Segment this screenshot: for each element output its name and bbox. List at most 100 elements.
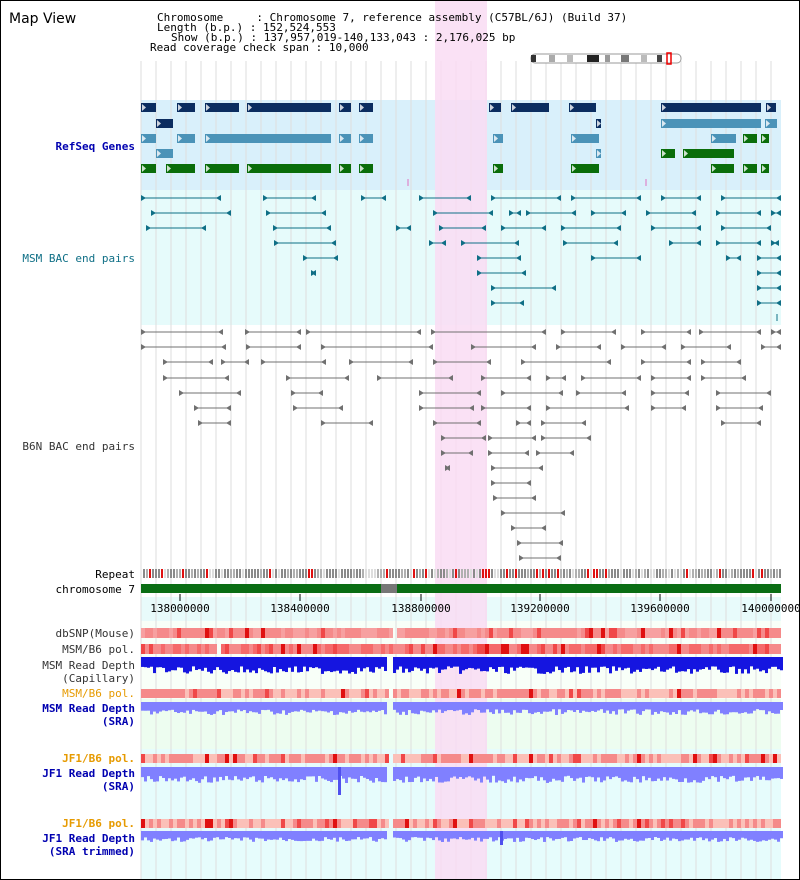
msm-depth-sra-bar [501, 702, 504, 710]
repeat-element [452, 569, 454, 578]
msm-depth-sra-bar [264, 702, 267, 711]
track-label-jf1-depth-sra[interactable]: JF1 Read Depth (SRA) [42, 767, 135, 793]
jf1-depth-sra-bar [456, 767, 459, 779]
dbsnp-cell [561, 628, 565, 638]
repeat-element [437, 569, 439, 578]
msm-depth-sra-bar [423, 702, 426, 712]
msm-bac-pair-end [591, 255, 596, 261]
msm-depth-sra-bar [213, 702, 216, 714]
jf1-pol-cell [493, 754, 497, 763]
b6n-bac-pair-end [163, 359, 168, 365]
msm-depth-sra-bar [372, 702, 375, 711]
dbsnp-cell [165, 628, 169, 638]
msm-depth-sra-bar [261, 702, 264, 710]
jf1-depth-sra-bar [267, 767, 270, 779]
msm-depth-sra-bar [348, 702, 351, 711]
jf1-depth-trim-bar [282, 831, 285, 841]
track-label-b6n-bac[interactable]: B6N BAC end pairs [22, 440, 135, 453]
jf1-depth-trim-bar [612, 831, 615, 839]
repeat-element [149, 569, 151, 578]
msm-depth-sra-bar [768, 702, 771, 712]
jf1-depth-sra-bar [444, 767, 447, 782]
msm-depth-cap-bar [579, 657, 582, 674]
track-label-msm-b6-pol-1[interactable]: MSM/B6 pol. [62, 643, 135, 656]
msm-pol-cell [161, 644, 165, 654]
jf1-pol-trim-cell [233, 819, 237, 828]
b6n-bac-pair-end [321, 359, 326, 365]
msm-bac-pair-end [433, 210, 438, 216]
track-label-msm-b6-pol-2[interactable]: MSM/B6 pol. [62, 687, 135, 700]
msm-depth-cap-bar [423, 657, 426, 669]
msm-bac-pair-end [333, 255, 338, 261]
repeat-element [281, 569, 283, 578]
msm-depth-sra-bar [765, 702, 768, 715]
msm-pol-sra-cell [453, 689, 457, 698]
msm-depth-cap-bar [291, 657, 294, 672]
jf1-pol-trim-cell [673, 819, 677, 828]
dbsnp-cell [685, 628, 689, 638]
msm-pol-sra-cell [421, 689, 425, 698]
gene-strand-arrow [597, 150, 601, 157]
jf1-depth-sra-bar [159, 767, 162, 777]
msm-pol-cell [401, 644, 405, 654]
msm-depth-sra-bar [420, 702, 423, 711]
b6n-bac-pair-end [491, 465, 496, 471]
dbsnp-cell [209, 628, 213, 638]
track-label-dbsnp[interactable]: dbSNP(Mouse) [55, 627, 135, 640]
msm-depth-sra-bar [465, 702, 468, 714]
jf1-depth-trim-bar [186, 831, 189, 840]
jf1-depth-trim-bar [714, 831, 717, 839]
track-label-jf1-b6-pol-2[interactable]: JF1/B6 pol. [62, 817, 135, 830]
jf1-depth-trim-bar [156, 831, 159, 840]
track-label-msm-bac[interactable]: MSM BAC end pairs [22, 252, 135, 265]
msm-depth-cap-bar [174, 657, 177, 671]
msm-depth-cap-bar [255, 657, 258, 674]
msm-pol-sra-cell [317, 689, 321, 698]
b6n-bac-pair-end [445, 465, 450, 471]
msm-pol-cell [229, 644, 233, 654]
jf1-pol-cell [533, 754, 537, 763]
dbsnp-cell [657, 628, 661, 638]
msm-depth-cap-bar [330, 657, 333, 673]
repeat-element [527, 569, 529, 578]
msm-depth-sra-bar [576, 702, 579, 710]
msm-pol-cell [413, 644, 417, 654]
track-label-jf1-b6-pol-1[interactable]: JF1/B6 pol. [62, 752, 135, 765]
msm-depth-cap-bar [606, 657, 609, 669]
dbsnp-cell [757, 628, 761, 638]
msm-bac-pair-end [613, 240, 618, 246]
jf1-pol-trim-cell [313, 819, 317, 828]
msm-pol-sra-cell [157, 689, 161, 698]
gene-strand-arrow [494, 135, 498, 142]
dbsnp-cell [397, 628, 401, 638]
msm-pol-cell [309, 644, 313, 654]
track-label-msm-depth-capillary[interactable]: MSM Read Depth (Capillary) [42, 659, 135, 685]
jf1-depth-trim-bar [294, 831, 297, 841]
repeat-element [260, 569, 262, 578]
jf1-pol-cell [141, 754, 145, 763]
jf1-depth-sra-bar [522, 767, 525, 782]
msm-depth-cap-bar [249, 657, 252, 673]
jf1-depth-sra-bar [441, 767, 444, 783]
msm-depth-sra-bar [555, 702, 558, 715]
jf1-depth-trim-bar [189, 831, 192, 839]
jf1-depth-sra-bar [636, 767, 639, 780]
jf1-pol-cell [665, 754, 669, 763]
repeat-element [332, 569, 334, 578]
msm-depth-sra-bar [402, 702, 405, 712]
jf1-pol-cell [405, 754, 409, 763]
repeat-element [617, 569, 619, 578]
b6n-bac-pair-end [521, 359, 526, 365]
jf1-pol-cell [449, 754, 453, 763]
track-label-msm-depth-sra[interactable]: MSM Read Depth (SRA) [42, 702, 135, 728]
msm-depth-sra-bar [240, 702, 243, 712]
jf1-depth-sra-bar [273, 767, 276, 780]
track-label-refseq[interactable]: RefSeq Genes [55, 140, 135, 153]
repeat-element [440, 569, 442, 578]
jf1-pol-cell [709, 754, 713, 763]
track-label-jf1-depth-trimmed[interactable]: JF1 Read Depth (SRA trimmed) [42, 832, 135, 858]
dbsnp-cell [213, 628, 217, 638]
dbsnp-cell [649, 628, 653, 638]
msm-depth-sra-bar [147, 702, 150, 711]
